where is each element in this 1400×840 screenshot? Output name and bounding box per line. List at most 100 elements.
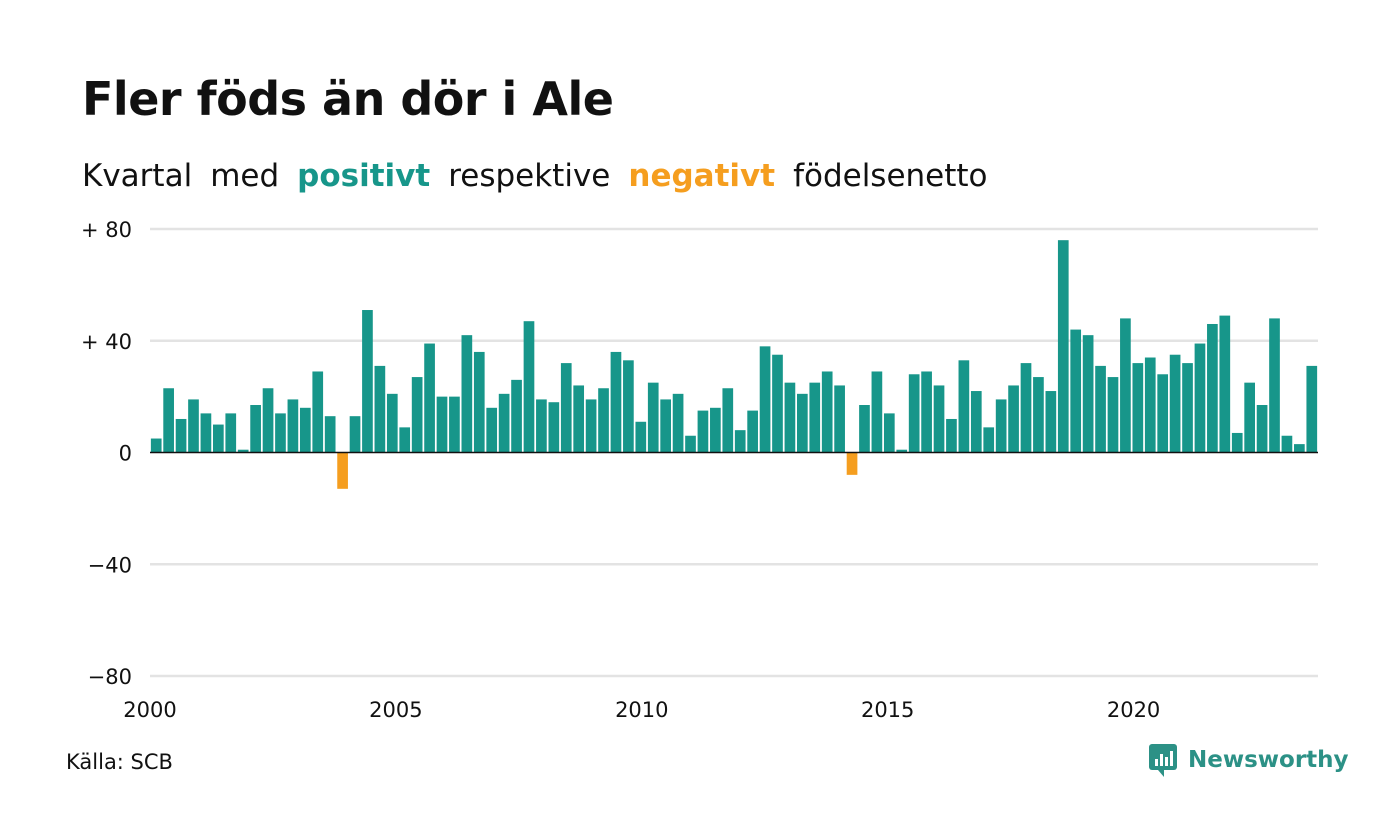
bar-positive	[970, 391, 982, 453]
bar-positive	[225, 413, 237, 453]
y-tick-label: + 40	[81, 330, 132, 354]
bar-positive	[349, 416, 361, 453]
bar-positive	[1144, 357, 1156, 453]
bar-positive	[685, 435, 696, 453]
source-label: Källa: SCB	[66, 750, 173, 774]
bar-positive	[1157, 374, 1169, 453]
bar-positive	[498, 393, 510, 453]
bar-positive	[560, 363, 572, 453]
bar-positive	[896, 449, 908, 453]
bar-positive	[486, 407, 498, 453]
bar-positive	[722, 388, 734, 453]
bar-positive	[995, 399, 1007, 453]
bar-positive	[1082, 335, 1094, 453]
bar-positive	[188, 399, 199, 453]
bar-positive	[1070, 329, 1082, 453]
x-tick-label: 2015	[861, 698, 914, 722]
bar-positive	[175, 418, 187, 453]
bar-positive	[859, 405, 870, 453]
bar-positive	[262, 388, 274, 453]
bar-positive	[1194, 343, 1206, 453]
bar-positive	[573, 385, 585, 453]
subtitle-word-med: med	[210, 158, 280, 194]
bar-positive	[635, 421, 647, 453]
bar-positive	[1033, 377, 1044, 453]
bar-positive	[287, 399, 299, 453]
bar-positive	[585, 399, 597, 453]
x-tick-label: 2020	[1107, 698, 1160, 722]
bar-positive	[623, 360, 634, 453]
bar-positive	[200, 413, 212, 453]
bar-negative	[337, 452, 348, 489]
bar-positive	[983, 427, 995, 453]
bar-positive	[1244, 382, 1256, 453]
bars	[150, 240, 1318, 489]
bar-positive	[710, 407, 721, 453]
bar-positive	[921, 371, 932, 453]
bar-positive	[1281, 435, 1293, 453]
bar-positive	[212, 424, 224, 453]
bar-positive	[374, 365, 386, 453]
subtitle-word-fodelsenetto: födelsenetto	[793, 158, 988, 194]
y-tick-label: −80	[88, 665, 132, 689]
bar-positive	[1132, 363, 1144, 453]
bar-positive	[548, 402, 560, 453]
subtitle-positive-label: positivt	[297, 158, 431, 194]
bar-positive	[647, 382, 659, 453]
bar-positive	[1057, 240, 1069, 453]
bar-positive	[660, 399, 672, 453]
bar-positive	[250, 405, 261, 453]
bar-positive	[1207, 323, 1218, 453]
bar-positive	[237, 449, 249, 453]
bar-positive	[834, 385, 845, 453]
bar-positive	[1095, 365, 1106, 453]
bar-positive	[1294, 444, 1305, 453]
bar-positive	[150, 438, 162, 453]
bar-positive	[821, 371, 833, 453]
bar-positive	[734, 430, 746, 453]
brand-name: Newsworthy	[1188, 747, 1349, 773]
newsworthy-logo-icon	[1149, 744, 1177, 777]
subtitle-word-respektive: respektive	[448, 158, 611, 194]
x-tick-label: 2010	[615, 698, 668, 722]
bar-positive	[1256, 405, 1268, 453]
bar-positive	[1231, 432, 1243, 453]
bar-positive	[324, 416, 336, 453]
bar-positive	[523, 321, 535, 453]
bar-positive	[796, 393, 808, 453]
bar-positive	[610, 351, 622, 453]
bar-positive	[784, 382, 796, 453]
bar-positive	[1120, 318, 1131, 453]
bar-positive	[809, 382, 821, 453]
bar-positive	[411, 377, 423, 453]
bar-positive	[933, 385, 945, 453]
bar-positive	[672, 393, 684, 453]
bar-positive	[436, 396, 448, 453]
bar-positive	[1045, 391, 1057, 453]
bar-positive	[946, 418, 957, 453]
brand-logo: Newsworthy	[1148, 742, 1349, 778]
y-tick-label: −40	[88, 553, 132, 577]
bar-positive	[511, 379, 522, 453]
chart-subtitle: Kvartal med positivt respektive negativt föde…	[82, 156, 1006, 196]
bar-positive	[424, 343, 435, 453]
bar-positive	[772, 354, 783, 453]
bar-positive	[275, 413, 286, 453]
bar-positive	[461, 335, 473, 453]
bar-positive	[473, 351, 485, 453]
bar-positive	[598, 388, 609, 453]
bar-positive	[449, 396, 460, 453]
bar-positive	[399, 427, 411, 453]
x-tick-label: 2000	[123, 698, 176, 722]
bar-positive	[362, 310, 373, 453]
bar-positive	[871, 371, 883, 453]
bar-positive	[163, 388, 174, 453]
bar-positive	[1182, 363, 1193, 453]
y-tick-label: + 80	[81, 218, 132, 242]
subtitle-word-kvartal: Kvartal	[82, 158, 193, 194]
bar-positive	[1107, 377, 1119, 453]
bar-positive	[747, 410, 758, 453]
bar-positive	[1219, 315, 1231, 453]
axes: + 80 + 40 0 −40 −80 2000 2005 2010 2015 2020	[81, 218, 1318, 722]
